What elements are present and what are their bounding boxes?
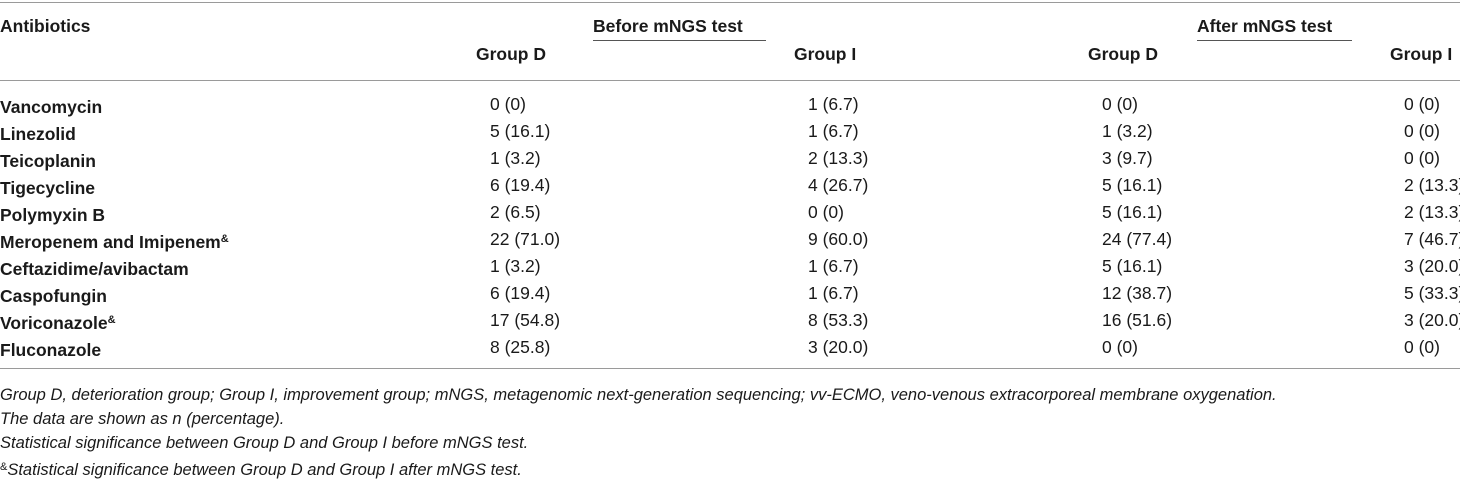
cell-after-group-d: 1 (3.2) (1102, 121, 1153, 141)
table-row: Linezolid 5 (16.1) 1 (6.7) 1 (3.2) 0 (0) (0, 121, 1460, 148)
cell-after-group-i: 3 (20.0) (1404, 256, 1460, 276)
footnote-data-format: The data are shown as n (percentage). (0, 410, 285, 428)
table-row: Vancomycin 0 (0) 1 (6.7) 0 (0) 0 (0) (0, 94, 1460, 121)
header-after-group-i: Group I (1390, 44, 1453, 64)
cell-after-group-i: 0 (0) (1404, 148, 1440, 168)
row-name: Tigecycline (0, 178, 96, 198)
cell-after-group-i: 5 (33.3) (1404, 283, 1460, 303)
cell-after-group-d: 16 (51.6) (1102, 310, 1173, 330)
cell-after-group-d: 12 (38.7) (1102, 283, 1173, 303)
cell-after-group-i: 7 (46.7) (1404, 229, 1460, 249)
header-before-mngs: Before mNGS test (593, 16, 743, 36)
row-name: Teicoplanin (0, 151, 96, 171)
cell-after-group-d: 5 (16.1) (1102, 175, 1163, 195)
table-row: Fluconazole 8 (25.8) 3 (20.0) 0 (0) 0 (0… (0, 337, 1460, 364)
table-row: Meropenem and Imipenem& 22 (71.0) 9 (60.… (0, 229, 1460, 256)
cell-before-group-d: 22 (71.0) (490, 229, 561, 249)
cell-after-group-d: 5 (16.1) (1102, 202, 1163, 222)
cell-before-group-i: 1 (6.7) (808, 256, 859, 276)
table-row: Tigecycline 6 (19.4) 4 (26.7) 5 (16.1) 2… (0, 175, 1460, 202)
table-header-rule (0, 80, 1460, 81)
cell-before-group-i: 8 (53.3) (808, 310, 869, 330)
cell-after-group-d: 0 (0) (1102, 94, 1138, 114)
cell-before-group-d: 6 (19.4) (490, 175, 551, 195)
cell-before-group-d: 1 (3.2) (490, 256, 541, 276)
cell-after-group-d: 3 (9.7) (1102, 148, 1153, 168)
cell-after-group-i: 0 (0) (1404, 121, 1440, 141)
table-top-rule (0, 2, 1460, 3)
cell-after-group-i: 0 (0) (1404, 94, 1440, 114)
cell-before-group-i: 0 (0) (808, 202, 844, 222)
row-name: Caspofungin (0, 286, 107, 306)
cell-before-group-d: 1 (3.2) (490, 148, 541, 168)
header-before-group-i: Group I (794, 44, 857, 64)
cell-before-group-d: 8 (25.8) (490, 337, 551, 357)
footnote-abbreviations: Group D, deterioration group; Group I, i… (0, 386, 1277, 404)
cell-after-group-i: 3 (20.0) (1404, 310, 1460, 330)
table-row: Voriconazole& 17 (54.8) 8 (53.3) 16 (51.… (0, 310, 1460, 337)
after-underline (1197, 40, 1352, 41)
cell-after-group-i: 2 (13.3) (1404, 202, 1460, 222)
row-name: Voriconazole& (0, 313, 116, 333)
header-before-group-d: Group D (476, 44, 546, 64)
cell-before-group-d: 6 (19.4) (490, 283, 551, 303)
row-name: Polymyxin B (0, 205, 106, 225)
row-name: Vancomycin (0, 97, 103, 117)
row-name: Ceftazidime/avibactam (0, 259, 189, 279)
header-after-group-d: Group D (1088, 44, 1158, 64)
cell-before-group-i: 1 (6.7) (808, 94, 859, 114)
cell-after-group-d: 5 (16.1) (1102, 256, 1163, 276)
cell-after-group-d: 0 (0) (1102, 337, 1138, 357)
header-after-mngs: After mNGS test (1197, 16, 1333, 36)
cell-before-group-d: 17 (54.8) (490, 310, 561, 330)
table-row: Ceftazidime/avibactam 1 (3.2) 1 (6.7) 5 … (0, 256, 1460, 283)
row-name: Linezolid (0, 124, 76, 144)
cell-before-group-d: 5 (16.1) (490, 121, 551, 141)
table-row: Polymyxin B 2 (6.5) 0 (0) 5 (16.1) 2 (13… (0, 202, 1460, 229)
row-name: Fluconazole (0, 340, 102, 360)
row-name: Meropenem and Imipenem& (0, 232, 229, 252)
footnote-significance-after: &Statistical significance between Group … (0, 461, 522, 479)
table-bottom-rule (0, 368, 1460, 369)
footnote-significance-before: Statistical significance between Group D… (0, 434, 529, 452)
cell-before-group-i: 3 (20.0) (808, 337, 869, 357)
footnote-mark: & (0, 461, 8, 473)
cell-before-group-i: 1 (6.7) (808, 283, 859, 303)
table-row: Caspofungin 6 (19.4) 1 (6.7) 12 (38.7) 5… (0, 283, 1460, 310)
cell-after-group-i: 2 (13.3) (1404, 175, 1460, 195)
cell-before-group-i: 9 (60.0) (808, 229, 869, 249)
table-row: Teicoplanin 1 (3.2) 2 (13.3) 3 (9.7) 0 (… (0, 148, 1460, 175)
before-underline (593, 40, 766, 41)
cell-before-group-d: 2 (6.5) (490, 202, 541, 222)
cell-before-group-i: 1 (6.7) (808, 121, 859, 141)
cell-after-group-i: 0 (0) (1404, 337, 1440, 357)
cell-after-group-d: 24 (77.4) (1102, 229, 1173, 249)
header-antibiotics: Antibiotics (0, 16, 91, 36)
cell-before-group-d: 0 (0) (490, 94, 526, 114)
cell-before-group-i: 4 (26.7) (808, 175, 869, 195)
cell-before-group-i: 2 (13.3) (808, 148, 869, 168)
